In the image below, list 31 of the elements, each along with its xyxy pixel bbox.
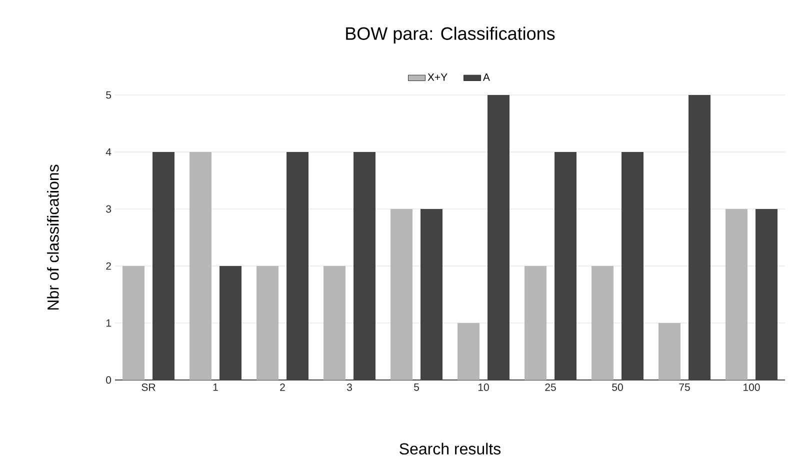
bar xyxy=(458,323,480,380)
y-tick-label: 4 xyxy=(106,148,112,156)
x-tick-label: 100 xyxy=(744,384,760,391)
y-tick-label: 5 xyxy=(106,91,112,99)
y-tick-label: 3 xyxy=(106,205,112,213)
x-tick-label: 75 xyxy=(679,384,690,391)
x-tick-label: 10 xyxy=(478,384,489,391)
x-tick-label: 25 xyxy=(545,384,556,391)
bar xyxy=(190,152,212,380)
legend-label: A xyxy=(482,74,490,81)
bar xyxy=(324,266,346,380)
x-tick-label: 3 xyxy=(346,384,352,391)
x-tick-label: 5 xyxy=(414,384,419,391)
bar xyxy=(256,266,279,380)
bar xyxy=(726,209,748,380)
x-tick-label: 50 xyxy=(612,384,623,391)
x-tick-label: 2 xyxy=(280,384,285,391)
x-tick-label: 1 xyxy=(213,384,218,391)
bar xyxy=(122,266,144,380)
y-tick-label: 1 xyxy=(106,319,111,327)
x-tick-label: SR xyxy=(142,384,156,391)
y-tick-label: 0 xyxy=(106,376,112,384)
x-axis-title: Search results xyxy=(400,442,501,455)
y-axis-title: Nbr of classifications xyxy=(47,164,59,310)
legend-label: X+Y xyxy=(428,74,448,81)
bar xyxy=(592,266,614,380)
chart-title: BOW para: Classifications xyxy=(346,26,555,44)
bar xyxy=(658,323,681,380)
bar xyxy=(390,209,413,380)
bar xyxy=(524,266,547,380)
y-tick-label: 2 xyxy=(106,262,111,270)
